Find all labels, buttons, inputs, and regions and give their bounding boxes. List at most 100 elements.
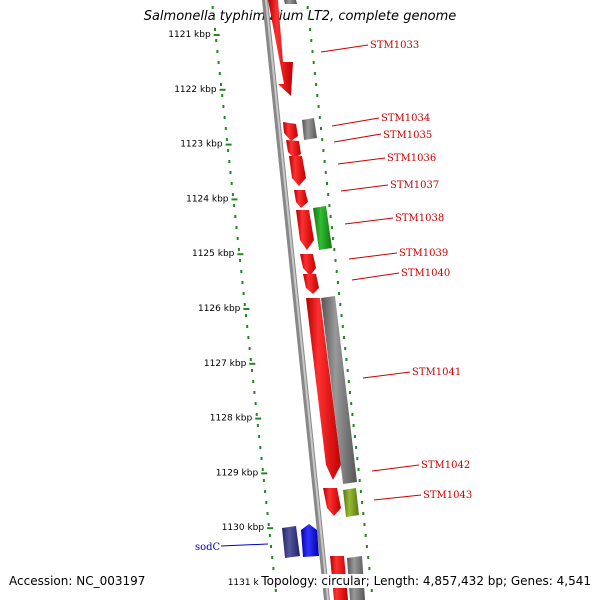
scale-dot bbox=[307, 17, 310, 20]
gene-label[interactable]: STM1037 bbox=[390, 180, 439, 191]
scale-dot bbox=[318, 116, 321, 119]
gene-label[interactable]: sodC bbox=[195, 542, 221, 553]
gene-stm1041-arrow[interactable] bbox=[306, 298, 341, 480]
scale-dot bbox=[217, 61, 220, 64]
gene-label[interactable]: STM1041 bbox=[412, 367, 461, 378]
scale-dot bbox=[211, 6, 214, 9]
scale-dot bbox=[356, 457, 359, 460]
gene-stm1037-arrow[interactable] bbox=[289, 156, 306, 186]
scale-dot bbox=[224, 127, 227, 130]
gene-stm1040-arrow[interactable] bbox=[300, 254, 316, 276]
scale-tick-mark bbox=[249, 362, 256, 365]
gene-stm1038-arrow[interactable] bbox=[294, 190, 308, 208]
scale-tick-label: 1127 kbp bbox=[204, 359, 247, 369]
scale-tick-mark bbox=[213, 34, 220, 36]
gene-stm1033-arrow[interactable] bbox=[268, 0, 293, 96]
scale-dot bbox=[313, 72, 316, 75]
scale-dot bbox=[310, 39, 313, 42]
scale-dot bbox=[330, 226, 333, 229]
scale-tick-label: 1126 kbp bbox=[198, 304, 241, 314]
scale-dot bbox=[231, 193, 234, 196]
scale-tick-mark bbox=[255, 417, 262, 420]
scale-tick-mark bbox=[237, 253, 244, 256]
scale-dot bbox=[306, 6, 309, 9]
scale-dot bbox=[343, 336, 345, 339]
map-title: Salmonella typhimurium LT2, complete gen… bbox=[143, 9, 457, 24]
scale-tick-mark bbox=[219, 88, 226, 91]
scale-dot bbox=[320, 127, 322, 130]
gene-stm1034-block[interactable] bbox=[302, 118, 317, 140]
scale-dot bbox=[214, 28, 216, 31]
gene-stm1041-block[interactable] bbox=[321, 296, 357, 484]
scale-dot bbox=[365, 545, 368, 548]
scale-tick-mark bbox=[231, 198, 238, 201]
scale-dot bbox=[246, 325, 249, 328]
scale-dot bbox=[249, 358, 252, 361]
scale-dot bbox=[235, 226, 238, 229]
scale-dot bbox=[260, 457, 263, 460]
scale-dot bbox=[324, 171, 327, 174]
scale-dot bbox=[347, 380, 350, 383]
scale-dot bbox=[345, 358, 348, 361]
scale-tick-labels: 1121 kbp 1122 kbp 1123 kbp 1124 kbp 1125 kbp… bbox=[168, 30, 280, 588]
scale-dot bbox=[326, 182, 328, 185]
scale-dot bbox=[241, 281, 244, 284]
scale-dot bbox=[228, 160, 231, 163]
scale-dot bbox=[262, 479, 265, 482]
scale-dot bbox=[236, 237, 239, 240]
gene-stm1043-arrow[interactable] bbox=[323, 488, 341, 516]
scale-dot bbox=[247, 336, 250, 339]
scale-dot bbox=[259, 446, 262, 449]
scale-dot bbox=[370, 589, 373, 592]
scale-dot bbox=[272, 567, 275, 570]
scale-dot bbox=[341, 325, 344, 328]
gene-stm1039-arrow[interactable] bbox=[296, 210, 314, 250]
scale-dot bbox=[258, 435, 261, 438]
gene-labels: STM1033 STM1034 STM1035 STM1036 STM1037 … bbox=[195, 40, 472, 553]
gene-lower-navy-block[interactable] bbox=[282, 526, 300, 558]
scale-dot bbox=[322, 149, 325, 152]
gene-label[interactable]: STM1040 bbox=[401, 268, 450, 279]
scale-dot bbox=[316, 94, 319, 97]
scale-dot bbox=[248, 347, 251, 350]
gene-stm1038-block[interactable] bbox=[313, 206, 332, 250]
scale-dot bbox=[321, 138, 324, 141]
gene-label[interactable]: STM1033 bbox=[370, 40, 419, 51]
scale-dot bbox=[261, 468, 264, 471]
scale-dot bbox=[340, 314, 343, 317]
scale-tick-label: 1123 kbp bbox=[180, 140, 223, 150]
scale-dot bbox=[240, 270, 243, 273]
scale-tick-label: 1125 kbp bbox=[192, 249, 235, 259]
scale-tick-label: 1122 kbp bbox=[174, 85, 217, 95]
scale-dot bbox=[364, 534, 367, 537]
scale-dot bbox=[271, 556, 274, 559]
scale-tick-label: 1124 kbp bbox=[186, 194, 229, 204]
scale-dot bbox=[317, 105, 320, 108]
scale-dot bbox=[212, 17, 215, 20]
gene-stm1036-arrow[interactable] bbox=[286, 140, 301, 158]
scale-dot bbox=[352, 424, 355, 427]
gene-label[interactable]: STM1035 bbox=[383, 130, 432, 141]
accession-text: Accession: NC_003197 bbox=[9, 574, 146, 588]
scale-tick-label: 1121 kbp bbox=[168, 30, 211, 40]
scale-dot bbox=[245, 314, 247, 317]
gene-sodc-arrow[interactable] bbox=[301, 524, 319, 557]
scale-dot bbox=[239, 259, 242, 262]
gene-label[interactable]: STM1039 bbox=[399, 248, 448, 259]
gene-stm1040b-arrow[interactable] bbox=[303, 274, 319, 294]
gene-label[interactable]: STM1042 bbox=[421, 460, 470, 471]
scale-dot bbox=[264, 490, 267, 493]
gene-label[interactable]: STM1043 bbox=[423, 490, 472, 501]
scale-dot bbox=[334, 259, 337, 262]
gene-label[interactable]: STM1038 bbox=[395, 213, 444, 224]
scale-dot bbox=[335, 270, 338, 273]
gene-label[interactable]: STM1034 bbox=[381, 113, 430, 124]
gene-label[interactable]: STM1036 bbox=[387, 153, 436, 164]
scale-dot bbox=[328, 204, 331, 207]
gene-stm1035-arrow[interactable] bbox=[283, 122, 298, 141]
scale-dot bbox=[367, 556, 370, 559]
gene-stm1042-block[interactable] bbox=[343, 488, 359, 517]
scale-dot bbox=[266, 512, 269, 515]
scale-dot bbox=[336, 281, 339, 284]
scale-dot bbox=[312, 61, 315, 64]
